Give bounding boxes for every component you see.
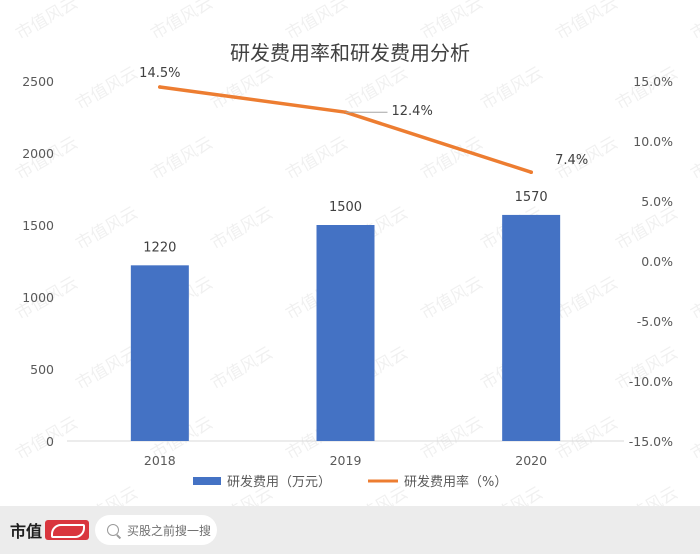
watermark-text: 市值风云 <box>208 63 277 114</box>
legend-line-label: 研发费用率（%） <box>404 474 507 490</box>
watermark-text: 市值风云 <box>73 483 142 506</box>
chart-card: 市值风云 市值风云 市值风云 市值风云 市值风云 市值风云 市值风云 市值风云 市值风云 市值风云… <box>0 0 700 506</box>
watermark-text: 市值风云 <box>148 0 217 44</box>
left-axis: 0 500 1000 1500 2000 2500 <box>22 74 54 449</box>
brand-mark-icon <box>45 520 90 540</box>
line-point <box>529 170 533 174</box>
watermark-text: 市值风云 <box>688 0 700 44</box>
right-tick-label: -15.0% <box>629 434 673 449</box>
watermark-text: 市值风云 <box>208 343 277 394</box>
line-data-labels: 14.5% 12.4% 7.4% <box>139 66 588 168</box>
search-icon <box>107 524 119 536</box>
watermark-text: 市值风云 <box>688 413 700 464</box>
watermark-text: 市值风云 <box>343 483 412 506</box>
watermark-text: 市值风云 <box>613 483 682 506</box>
search-input[interactable]: 买股之前搜一搜 <box>95 515 217 545</box>
x-tick-label: 2019 <box>330 453 362 468</box>
brand-logo[interactable]: 市值 <box>10 519 90 541</box>
watermark-text: 市值风云 <box>553 413 622 464</box>
legend-bar-label: 研发费用（万元） <box>227 474 331 490</box>
watermark-text: 市值风云 <box>553 0 622 44</box>
watermark-text: 市值风云 <box>418 0 487 44</box>
right-tick-label: 10.0% <box>633 134 673 149</box>
left-tick-label: 0 <box>46 434 54 449</box>
chart-title: 研发费用率和研发费用分析 <box>230 41 470 65</box>
x-tick-label: 2018 <box>144 453 176 468</box>
watermark-text: 市值风云 <box>283 133 352 184</box>
watermark-text: 市值风云 <box>418 133 487 184</box>
watermark-text: 市值风云 <box>478 63 547 114</box>
right-tick-label: 0.0% <box>641 254 673 269</box>
line-value-label: 14.5% <box>139 66 180 81</box>
right-tick-label: -10.0% <box>629 374 673 389</box>
right-tick-label: 15.0% <box>633 74 673 89</box>
watermark-text: 市值风云 <box>73 203 142 254</box>
watermark-text: 市值风云 <box>13 0 82 44</box>
left-tick-label: 2500 <box>22 74 54 89</box>
right-axis: -15.0% -10.0% -5.0% 0.0% 5.0% 10.0% 15.0% <box>629 74 673 449</box>
bar-series <box>130 214 561 441</box>
x-tick-label: 2020 <box>515 453 547 468</box>
footer-bar: 市值 买股之前搜一搜 <box>0 506 700 554</box>
left-tick-label: 1500 <box>22 218 54 233</box>
x-axis: 2018 2019 2020 <box>144 453 547 468</box>
watermark-text: 市值风云 <box>553 273 622 324</box>
search-placeholder: 买股之前搜一搜 <box>127 523 212 538</box>
line-point <box>158 85 162 89</box>
watermark-text: 市值风云 <box>613 203 682 254</box>
bar-value-label: 1220 <box>143 240 176 255</box>
watermark-text: 市值风云 <box>418 273 487 324</box>
brand-name: 市值 <box>10 522 43 541</box>
legend: 研发费用（万元） 研发费用率（%） <box>193 474 507 490</box>
line-value-label: 7.4% <box>555 153 588 168</box>
right-tick-label: -5.0% <box>637 314 673 329</box>
bar <box>502 214 561 441</box>
watermark-text: 市值风云 <box>283 0 352 44</box>
watermark-text: 市值风云 <box>208 203 277 254</box>
left-tick-label: 2000 <box>22 146 54 161</box>
bar-value-label: 1500 <box>329 200 362 215</box>
legend-bar-swatch <box>193 477 221 485</box>
watermark-text: 市值风云 <box>148 133 217 184</box>
watermark-text: 市值风云 <box>688 133 700 184</box>
right-tick-label: 5.0% <box>641 194 673 209</box>
watermark-text: 市值风云 <box>418 413 487 464</box>
bar-data-labels: 1220 1500 1570 <box>143 190 547 255</box>
watermark-text: 市值风云 <box>73 63 142 114</box>
watermark-text: 市值风云 <box>688 273 700 324</box>
bar <box>316 225 375 441</box>
line-value-label: 12.4% <box>392 104 433 119</box>
bar-value-label: 1570 <box>515 190 548 205</box>
bar <box>130 265 189 441</box>
left-tick-label: 500 <box>30 362 54 377</box>
left-tick-label: 1000 <box>22 290 54 305</box>
